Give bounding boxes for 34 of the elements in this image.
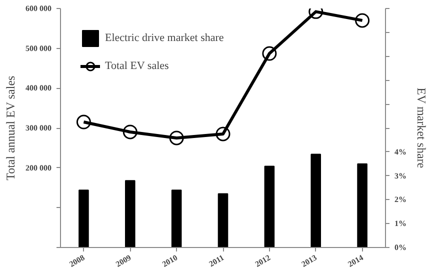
y-tick-label: 300 000 — [26, 124, 52, 132]
bar — [78, 190, 89, 248]
point — [355, 13, 370, 28]
x-tick-label: 2013 — [300, 253, 318, 269]
bar — [171, 190, 182, 248]
point — [76, 114, 91, 130]
legend-label: Electric drive market share — [105, 32, 224, 44]
y2-tick-label: 2% — [394, 195, 406, 204]
point — [169, 130, 184, 146]
y2-tick-label: 3% — [394, 171, 406, 180]
x-tick-label: 2010 — [160, 253, 180, 269]
y2-tick-label: 1% — [394, 219, 406, 228]
bar — [125, 180, 136, 248]
y-tick-label: 600 000 — [26, 4, 52, 13]
x-tick-label: 2012 — [254, 253, 272, 269]
y2-tick-label: 0% — [394, 243, 406, 252]
x-tick-label: 2009 — [114, 253, 133, 269]
point — [262, 46, 277, 61]
bar — [218, 193, 228, 248]
y2-tick-label: 4% — [394, 147, 406, 156]
y-tick-label: 500 000 — [26, 44, 52, 53]
bar — [357, 163, 368, 248]
x-tick-label: 2011 — [208, 253, 226, 269]
y-tick-label: 200 000 — [26, 163, 52, 172]
point — [122, 124, 138, 140]
x-tick-label: 2014 — [346, 253, 365, 269]
legend-label: Total EV sales — [105, 60, 169, 72]
y2-axis-title: EV market share — [414, 88, 428, 168]
point — [216, 126, 230, 142]
bar — [264, 166, 275, 248]
bar — [310, 154, 321, 248]
y-tick-label: 400 000 — [26, 84, 52, 93]
x-tick-label: 2008 — [68, 253, 86, 269]
y-axis-title: Total annual EV sales — [4, 75, 18, 180]
